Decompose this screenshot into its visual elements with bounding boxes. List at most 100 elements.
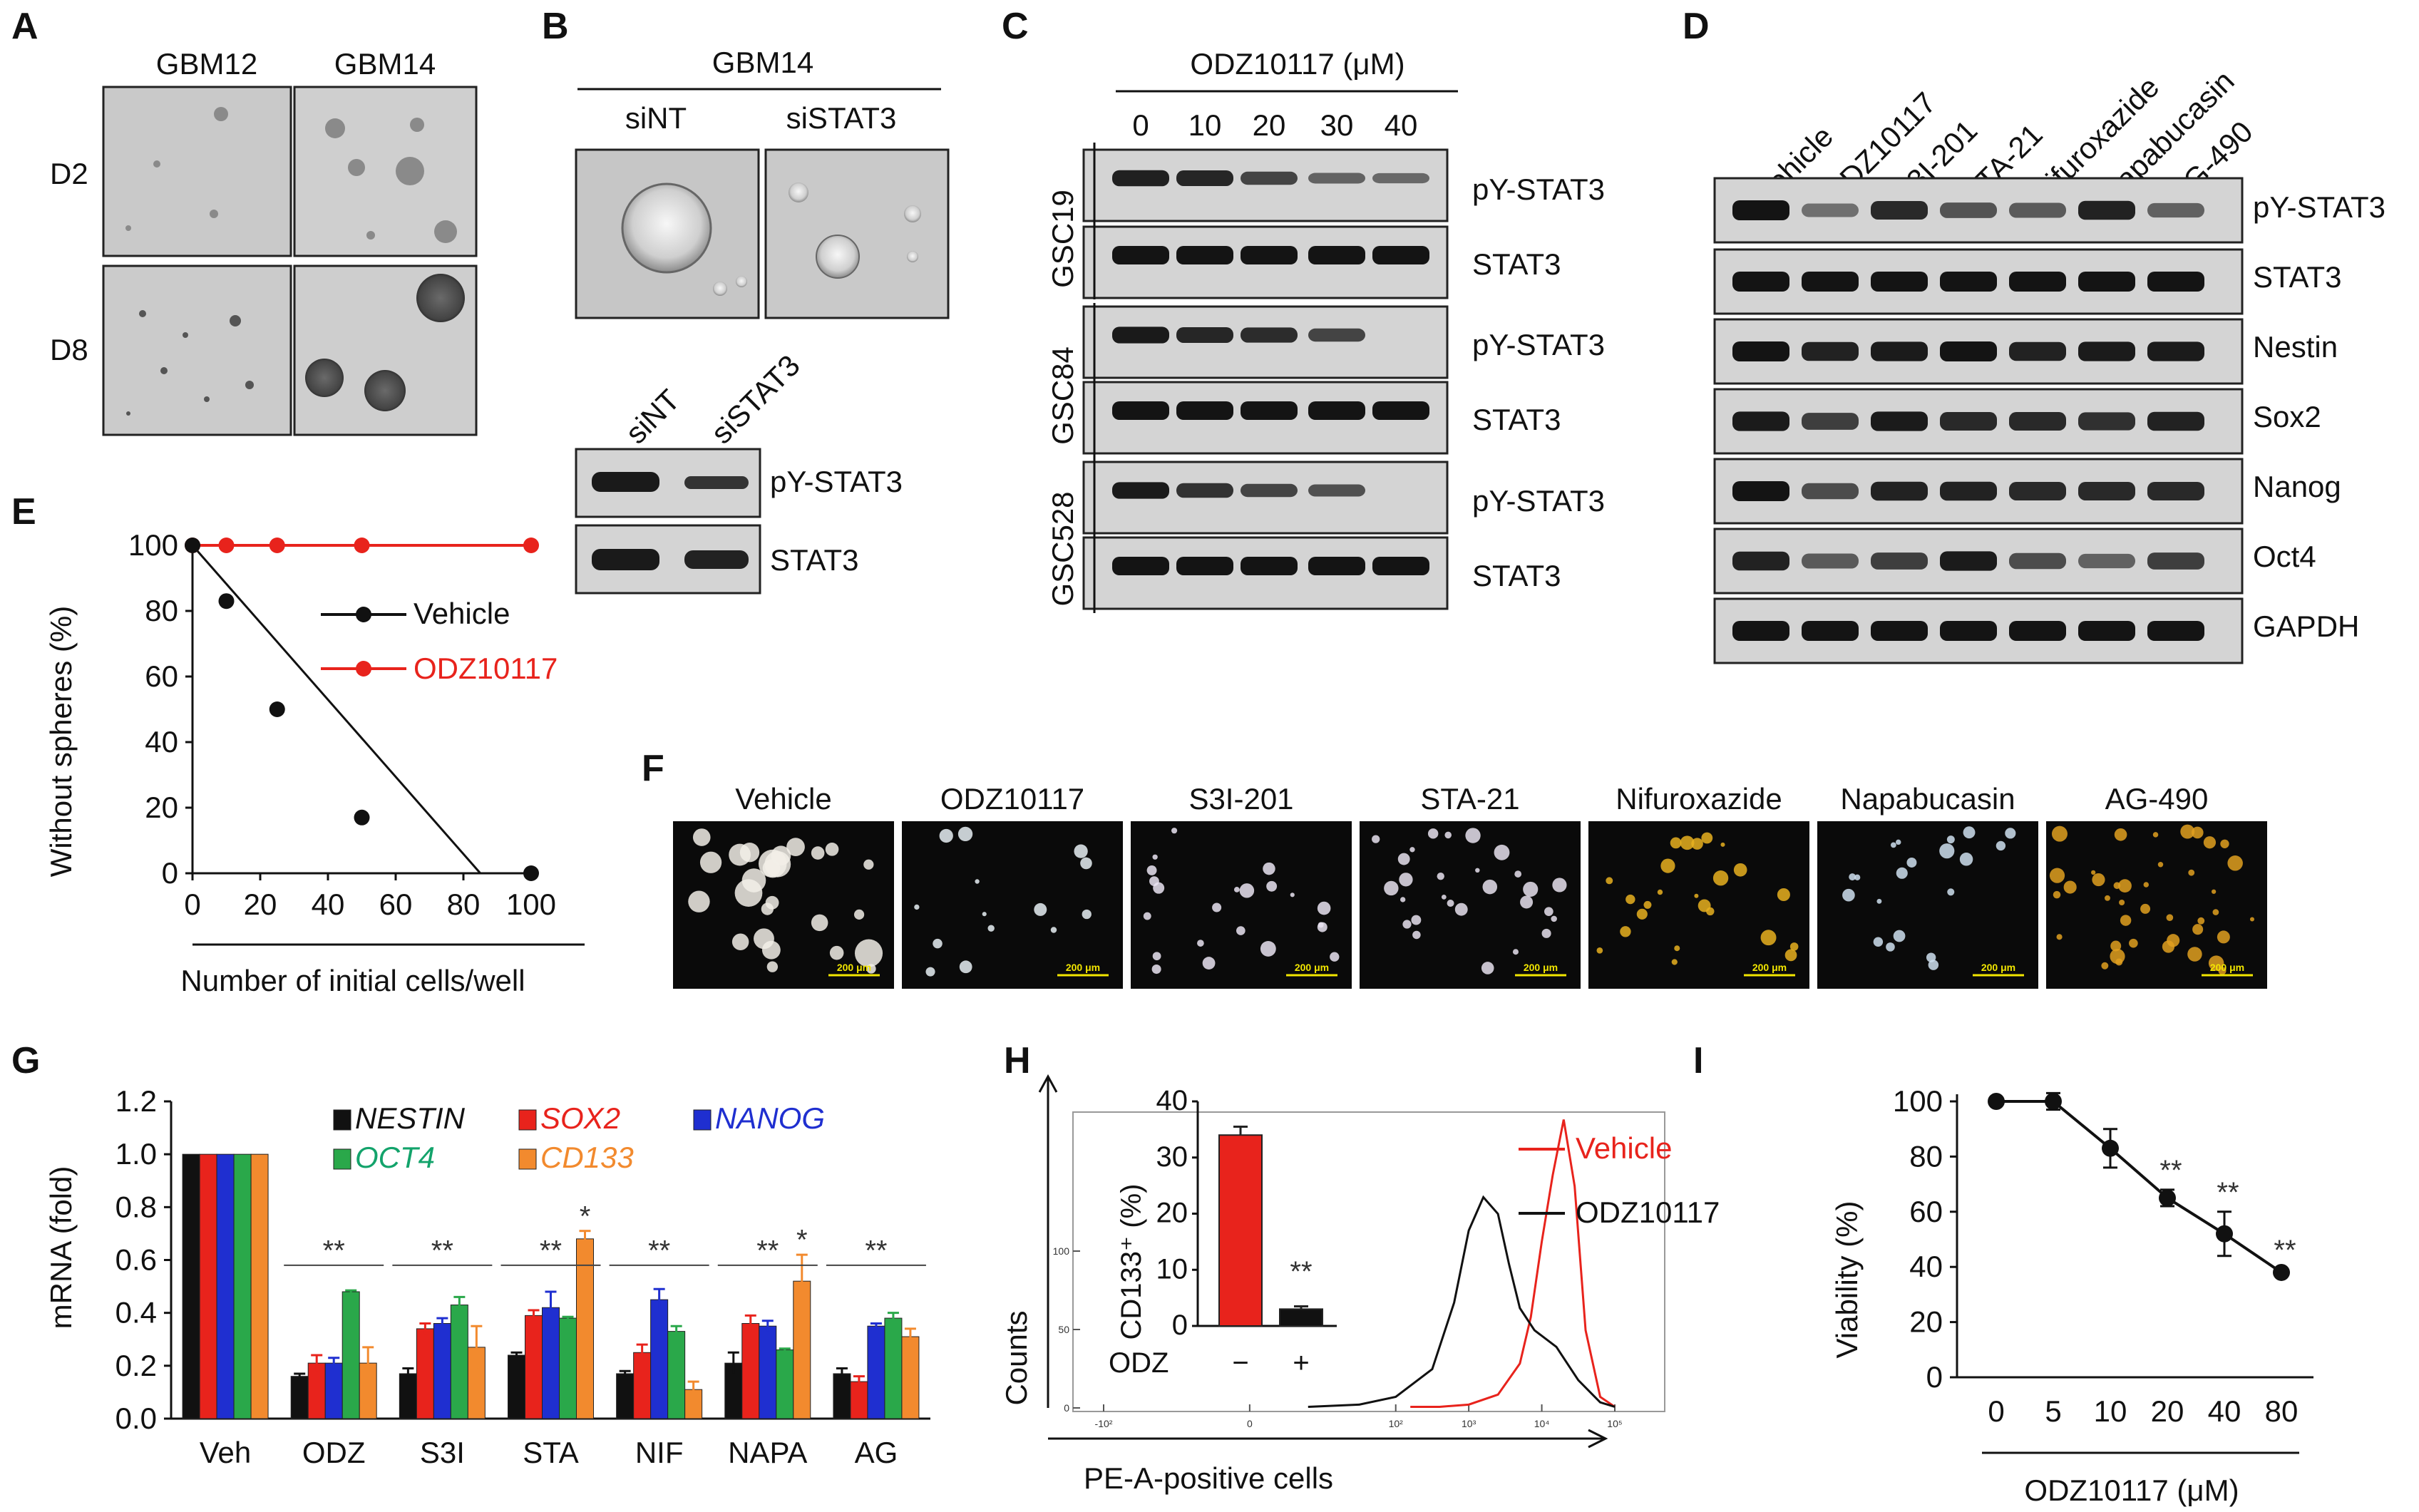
chart-h-inset-ytick-label: 20 <box>1156 1198 1188 1229</box>
panel-c-band <box>1372 401 1429 420</box>
chart-e-ytick-label: 20 <box>145 791 178 824</box>
micrograph-f-sphere <box>761 940 781 960</box>
panel-c-gsc19-band-py: pY-STAT3 <box>1472 173 1605 206</box>
micrograph-f-sphere <box>939 828 953 843</box>
micrograph-f-sphere <box>1896 839 1901 845</box>
chart-i-ylabel: Viability (%) <box>1830 1201 1864 1359</box>
micrograph-f-sphere <box>2063 880 2077 894</box>
chart-g-bar-nestin <box>508 1354 525 1419</box>
panel-c-dose-0: 0 <box>1132 108 1149 142</box>
micrograph-f-sphere <box>2114 828 2127 841</box>
micrograph-f-sphere <box>863 859 874 870</box>
panel-c-dose-40: 40 <box>1385 108 1418 142</box>
micrograph-f-sphere <box>2208 955 2224 971</box>
chart-g-ytick-label: 0.6 <box>115 1243 157 1277</box>
micrograph-f-sphere <box>692 828 711 846</box>
panel-c-band <box>1112 557 1169 575</box>
micrograph-f-sphere <box>1263 862 1275 875</box>
micrograph-f-sphere <box>811 914 828 932</box>
panel-b-band-stat3: STAT3 <box>770 543 858 577</box>
panel-i: I 0 20 40 60 80 100 0 5 10 20 40 80 ** ** ** Viability… <box>1693 1040 2313 1507</box>
micrograph-f-sphere <box>1784 949 1797 962</box>
chart-e-legend-marker-vehicle <box>356 607 371 622</box>
micrograph-f-sphere <box>1520 895 1534 909</box>
chart-i-ytick-label: 20 <box>1909 1305 1943 1339</box>
micrograph-f-sphere <box>1447 899 1454 907</box>
panel-c-band <box>1241 171 1298 185</box>
panel-f-label: Napabucasin <box>1840 782 2015 816</box>
micrograph-f-sphere <box>1074 844 1088 858</box>
micrograph-f-sphere <box>1152 854 1158 860</box>
chart-g-bar-sox2 <box>525 1315 543 1419</box>
panel-f-scale-label: 200 μm <box>1066 962 1100 973</box>
panel-c-gsc528-band-py: pY-STAT3 <box>1472 484 1605 518</box>
chart-h-inset-ytick-label: 0 <box>1172 1310 1188 1341</box>
panel-c-band <box>1372 173 1429 184</box>
micrograph-f-sphere <box>1143 912 1151 920</box>
micrograph-f-sphere <box>2217 930 2230 944</box>
chart-i-ytick-label: 80 <box>1909 1139 1943 1173</box>
chart-h-inset-bar <box>1279 1308 1323 1327</box>
micrograph-f-sphere <box>1939 843 1955 859</box>
chart-g-bar-oct4 <box>667 1331 686 1419</box>
chart-h-inset-category: − <box>1232 1347 1248 1379</box>
chart-e-xtick-label: 100 <box>506 888 556 921</box>
panel-e: E 0 20 40 60 80 100 0 20 40 60 80 100 Without spher… <box>11 491 585 997</box>
micrograph-f-sphere <box>1481 962 1494 974</box>
micrograph-f-sphere <box>2053 890 2061 899</box>
panel-d-band-nanog: Nanog <box>2253 470 2341 503</box>
chart-i-xtick-label: 20 <box>2151 1394 2184 1428</box>
micrograph-f-sphere <box>786 838 805 856</box>
chart-g-ytick-label: 0.2 <box>115 1349 157 1382</box>
panel-b-header: GBM14 <box>712 46 813 79</box>
micrograph-f-sphere <box>1671 959 1678 965</box>
micrograph-f-sphere <box>1947 888 1955 896</box>
chart-g-bar-nanog <box>216 1153 235 1419</box>
chart-h-inset-category: + <box>1293 1347 1309 1379</box>
micrograph-sistat3 <box>764 148 950 319</box>
chart-e-xtick-label: 40 <box>312 888 345 921</box>
micrograph-f-sphere <box>2220 839 2229 848</box>
panel-c-band <box>1112 401 1169 420</box>
panel-d-band-py-stat3: pY-STAT3 <box>2253 190 2385 224</box>
micrograph-f-sphere <box>1657 889 1663 895</box>
micrograph-f-sphere <box>1454 902 1468 916</box>
micrograph-f-sphere <box>1720 842 1725 847</box>
micrograph-f-sphere <box>1873 937 1884 947</box>
micrograph-f-sphere <box>1701 832 1713 844</box>
micrograph-f-sphere <box>1959 853 1973 866</box>
chart-i-point <box>2273 1263 2290 1281</box>
micrograph-f-sphere <box>2212 909 2219 915</box>
chart-i-line <box>1996 1100 2283 1274</box>
chart-g-bar-nanog <box>867 1325 885 1419</box>
chart-g-bar-oct4 <box>884 1317 903 1419</box>
micrograph-f-sphere <box>1317 901 1331 915</box>
chart-g-legend-swatch <box>333 1148 351 1170</box>
chart-e-legend-odz10117: ODZ10117 <box>414 652 558 685</box>
micrograph-f-sphere <box>2051 826 2068 842</box>
panel-a-col-gbm12: GBM12 <box>156 47 257 81</box>
micrograph-f-sphere <box>2115 958 2123 966</box>
chart-h-plot-frame <box>1072 1111 1665 1412</box>
chart-g-bar-oct4 <box>341 1291 360 1419</box>
micrograph-f-sphere <box>2120 915 2132 926</box>
micrograph-f-sphere <box>1733 863 1747 877</box>
micrograph-f-sphere <box>1523 881 1539 897</box>
chart-h-legend-odz10117: ODZ10117 <box>1576 1195 1720 1229</box>
chart-g: 0.0 0.2 0.4 0.6 0.8 1.0 1.2 Veh ODZ S3I STA NIF NAPA… <box>115 1084 930 1469</box>
micrograph-f-sphere <box>1541 928 1551 938</box>
panel-d-band <box>1732 481 1789 501</box>
micrograph-f-sphere <box>2091 870 2096 875</box>
micrograph-f-sphere <box>1551 915 1557 922</box>
chart-g-bar-cd133 <box>901 1336 920 1419</box>
chart-e-ylabel: Without spheres (%) <box>44 606 78 877</box>
chart-e-ytick-label: 40 <box>145 725 178 758</box>
chart-h-inset-ytick-label: 10 <box>1156 1253 1188 1285</box>
micrograph-f-sphere <box>2105 895 2110 901</box>
micrograph-f-sphere <box>2227 855 2243 871</box>
panel-d-band <box>1940 412 1997 431</box>
chart-i-xlabel: ODZ10117 (μM) <box>2024 1474 2239 1507</box>
micrograph-f-sphere <box>1330 952 1340 962</box>
micrograph-f-sphere <box>2203 836 2217 849</box>
